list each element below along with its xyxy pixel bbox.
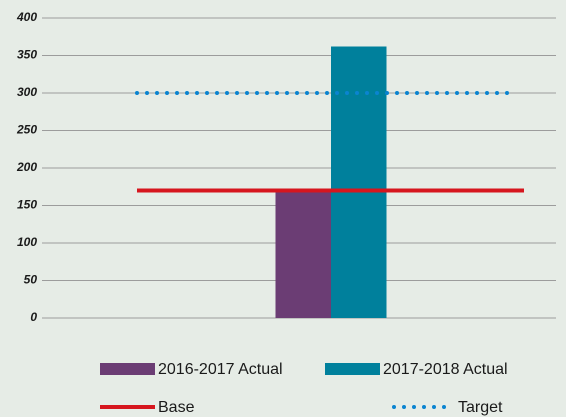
legend-swatch xyxy=(100,363,155,375)
y-tick-label: 400 xyxy=(16,10,37,24)
legend-label: Target xyxy=(458,399,503,416)
legend-label: Base xyxy=(158,399,195,416)
y-tick-label: 300 xyxy=(17,85,37,99)
y-tick-label: 50 xyxy=(24,273,38,287)
bar xyxy=(331,46,387,318)
y-tick-label: 350 xyxy=(17,48,37,62)
legend-swatch xyxy=(325,363,380,375)
legend-label: 2017-2018 Actual xyxy=(383,361,508,378)
y-tick-label: 250 xyxy=(16,123,37,137)
y-tick-label: 200 xyxy=(16,160,37,174)
y-tick-label: 100 xyxy=(17,235,37,249)
legend-label: 2016-2017 Actual xyxy=(158,361,283,378)
bar xyxy=(275,190,331,318)
y-tick-label: 150 xyxy=(17,198,37,212)
y-tick-label: 0 xyxy=(30,310,37,324)
